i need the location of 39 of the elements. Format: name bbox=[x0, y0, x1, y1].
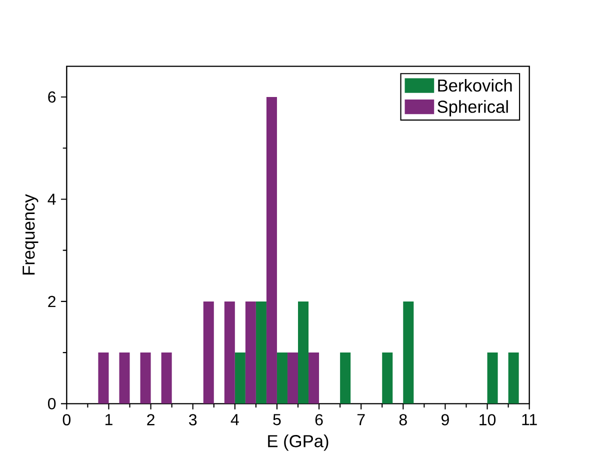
bar bbox=[403, 301, 414, 404]
bar bbox=[266, 97, 277, 404]
y-tick-label: 0 bbox=[48, 398, 56, 410]
bar bbox=[245, 301, 256, 404]
legend-label: Spherical bbox=[438, 100, 508, 116]
bar bbox=[487, 352, 498, 404]
x-tick-label: 8 bbox=[399, 414, 407, 426]
bar bbox=[276, 352, 288, 404]
bar bbox=[508, 352, 519, 404]
bar bbox=[308, 352, 320, 404]
x-tick-label: 1 bbox=[105, 414, 112, 426]
x-tick-label: 0 bbox=[62, 414, 70, 426]
bar bbox=[287, 352, 298, 404]
x-tick-label: 9 bbox=[442, 414, 449, 426]
bar bbox=[203, 301, 214, 404]
x-tick-label: 6 bbox=[315, 414, 323, 426]
bar bbox=[298, 301, 309, 404]
x-tick-label: 4 bbox=[230, 414, 239, 426]
x-tick-label: 5 bbox=[273, 414, 281, 426]
bar bbox=[119, 352, 130, 404]
bar bbox=[340, 352, 351, 404]
x-tick-label: 2 bbox=[147, 414, 154, 426]
bar bbox=[98, 352, 109, 404]
bar bbox=[140, 352, 151, 404]
bar bbox=[234, 352, 246, 404]
bar bbox=[382, 352, 393, 404]
legend-label: Berkovich bbox=[438, 78, 512, 92]
bar bbox=[256, 301, 266, 404]
x-axis-title: E (GPa) bbox=[268, 434, 328, 451]
x-tick-label: 10 bbox=[480, 414, 496, 426]
x-tick-label: 7 bbox=[357, 414, 365, 426]
bar bbox=[161, 352, 172, 404]
x-tick-label: 11 bbox=[522, 414, 537, 426]
x-tick-label: 3 bbox=[189, 414, 197, 426]
y-tick-label: 2 bbox=[48, 296, 56, 308]
bar bbox=[224, 301, 235, 404]
y-tick-label: 4 bbox=[48, 194, 56, 205]
y-axis-title: Frequency bbox=[22, 194, 38, 275]
y-tick-label: 6 bbox=[48, 91, 56, 103]
